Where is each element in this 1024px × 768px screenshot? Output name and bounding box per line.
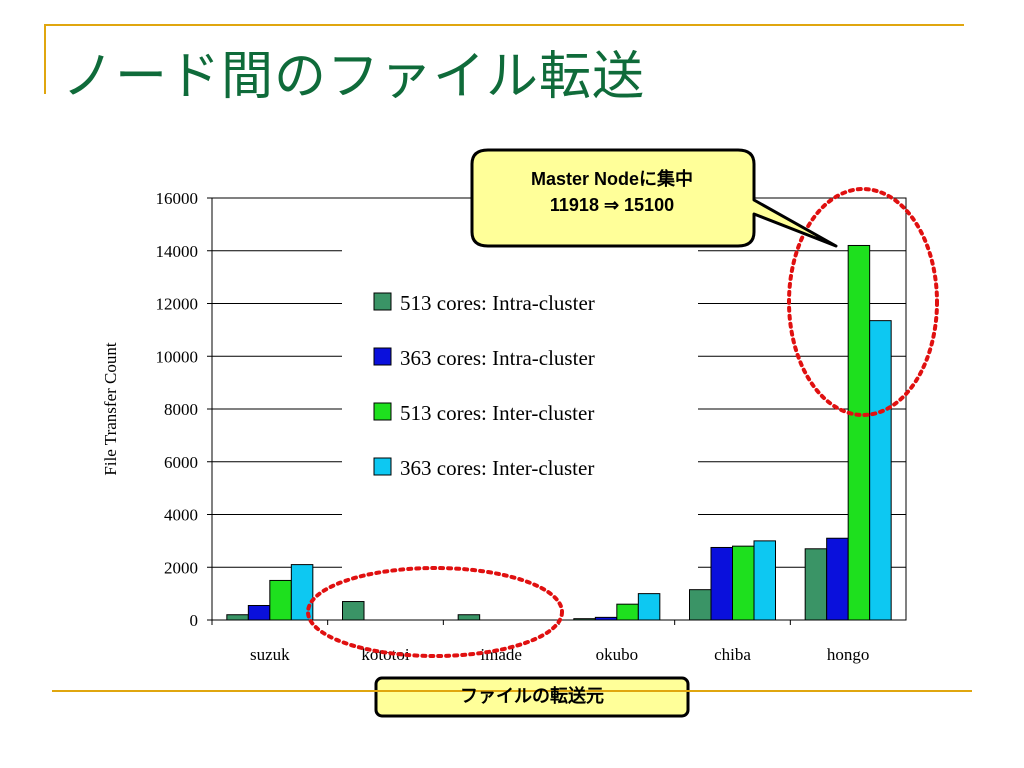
x-tick-label: suzuk bbox=[250, 645, 290, 664]
y-tick-label: 12000 bbox=[156, 295, 199, 314]
callout-bubble bbox=[470, 148, 838, 248]
source-label-box bbox=[374, 676, 690, 718]
legend-label: 513 cores: Inter-cluster bbox=[400, 401, 594, 425]
callout-line-1: Master Nodeに集中 bbox=[530, 169, 694, 189]
bar-suzuk-series-2 bbox=[247, 604, 271, 621]
y-tick-label: 6000 bbox=[164, 453, 198, 472]
legend-swatch bbox=[373, 292, 392, 311]
x-tick-label: okubo bbox=[596, 645, 639, 664]
bar-chiba-series-1 bbox=[689, 589, 712, 621]
legend-swatch bbox=[373, 347, 392, 366]
bar-hongo-series-2 bbox=[826, 537, 849, 621]
y-tick-label: 0 bbox=[190, 611, 199, 630]
legend-swatch bbox=[373, 402, 392, 421]
bar-chiba-series-4 bbox=[753, 540, 776, 621]
bar-suzuk-series-3 bbox=[269, 579, 292, 621]
callout-line-2: 11918 ⇒ 15100 bbox=[549, 195, 675, 215]
top-rule bbox=[44, 24, 964, 26]
bar-suzuk-series-4 bbox=[290, 564, 314, 621]
bar-kototoi-series-1 bbox=[342, 601, 365, 621]
bar-chiba-series-2 bbox=[710, 546, 733, 621]
x-tick-label: hongo bbox=[827, 645, 870, 664]
bar-chiba-series-3 bbox=[732, 545, 755, 621]
bar-okubo-series-4 bbox=[637, 593, 661, 621]
left-rule bbox=[44, 24, 46, 94]
y-tick-label: 14000 bbox=[156, 242, 199, 261]
bottom-rule bbox=[52, 690, 972, 692]
bar-suzuk-series-1 bbox=[226, 614, 249, 621]
highlight-ellipse-low-sources bbox=[306, 566, 564, 658]
y-tick-label: 4000 bbox=[164, 506, 198, 525]
legend-label: 363 cores: Inter-cluster bbox=[400, 456, 594, 480]
bar-okubo-series-1 bbox=[573, 618, 596, 621]
source-label: ファイルの転送元 bbox=[460, 686, 604, 707]
bar-imade-series-1 bbox=[457, 614, 481, 621]
y-axis-title: File Transfer Count bbox=[101, 342, 120, 475]
bar-okubo-series-2 bbox=[594, 616, 618, 621]
legend-label: 363 cores: Intra-cluster bbox=[400, 346, 595, 370]
y-tick-label: 8000 bbox=[164, 400, 198, 419]
bar-hongo-series-3 bbox=[847, 244, 871, 621]
bar-okubo-series-3 bbox=[616, 603, 639, 621]
bar-hongo-series-1 bbox=[804, 548, 828, 621]
highlight-ellipse-hongo bbox=[787, 187, 939, 417]
legend-label: 513 cores: Intra-cluster bbox=[400, 291, 595, 315]
y-tick-label: 16000 bbox=[156, 189, 199, 208]
y-tick-label: 2000 bbox=[164, 558, 198, 577]
bar-hongo-series-4 bbox=[869, 320, 892, 621]
x-tick-label: imade bbox=[480, 645, 522, 664]
x-tick-label: chiba bbox=[714, 645, 751, 664]
y-tick-label: 10000 bbox=[156, 347, 199, 366]
legend-swatch bbox=[373, 457, 392, 476]
page-title: ノード間のファイル転送 bbox=[62, 47, 646, 107]
